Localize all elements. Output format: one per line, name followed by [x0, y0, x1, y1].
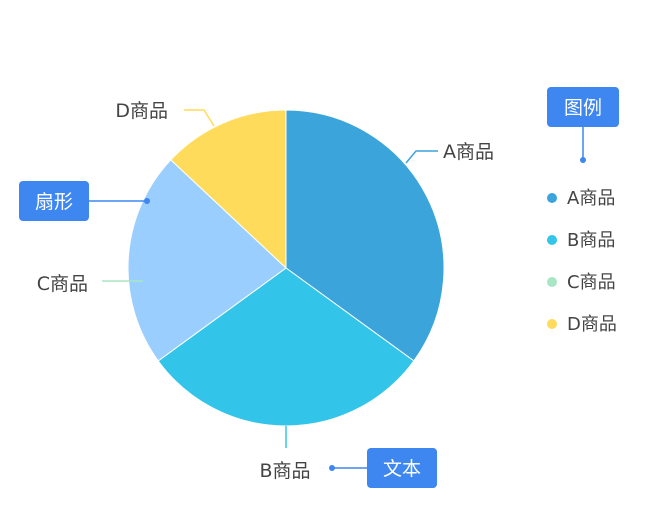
legend-marker-b[interactable] — [547, 235, 557, 245]
slice-label-b: B商品 — [259, 460, 310, 482]
text-callout-box — [367, 448, 437, 488]
slice-callout-text: 扇形 — [35, 191, 73, 213]
pie-slice-d — [170, 109, 287, 270]
legend-marker-a[interactable] — [547, 193, 557, 203]
pie-slice-c — [127, 159, 287, 362]
legend-marker-c[interactable] — [547, 277, 557, 287]
legend-label-a[interactable]: A商品 — [567, 188, 615, 209]
slice-label-c: C商品 — [37, 273, 88, 295]
leader-lines — [102, 109, 438, 448]
legend-marker-d[interactable] — [547, 319, 557, 329]
legend-callout-box — [547, 87, 619, 127]
legend-callout-dot — [580, 157, 586, 163]
legend-callout-text: 图例 — [564, 97, 602, 119]
slice-callout: 扇形 — [19, 181, 150, 221]
slice-callout-box — [19, 181, 89, 221]
text-callout-dot — [329, 465, 335, 471]
legend-label-d[interactable]: D商品 — [567, 314, 617, 335]
text-callout-text: 文本 — [383, 458, 421, 480]
leader-line-a — [405, 150, 438, 164]
pie-slice-a — [285, 109, 445, 362]
pie-slices — [127, 109, 445, 427]
slice-label-d: D商品 — [115, 100, 168, 122]
slice-labels: A商品 B商品 C商品 D商品 — [37, 100, 494, 482]
legend-label-c[interactable]: C商品 — [567, 272, 616, 293]
leader-line-d — [184, 109, 215, 127]
text-callout: 文本 — [329, 448, 437, 488]
slice-label-a: A商品 — [443, 141, 494, 163]
slice-callout-dot — [144, 198, 150, 204]
legend-callout: 图例 — [547, 87, 619, 163]
pie-slice-b — [157, 267, 415, 427]
legend-label-b[interactable]: B商品 — [567, 230, 615, 251]
legend: A商品 B商品 C商品 D商品 — [547, 188, 617, 335]
